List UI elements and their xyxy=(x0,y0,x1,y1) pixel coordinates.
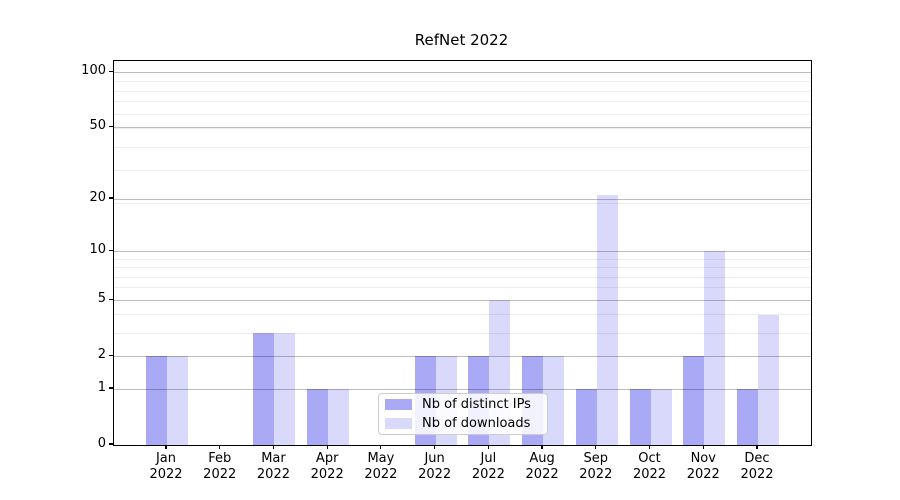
y-tick-label: 1 xyxy=(97,380,106,395)
y-tick-mark xyxy=(109,387,113,389)
x-tick-mark xyxy=(648,445,651,449)
x-tick-label: Jun 2022 xyxy=(418,451,452,482)
legend-entry-distinct-ips: Nb of distinct IPs xyxy=(385,397,542,413)
gridline-major xyxy=(114,198,811,200)
y-tick-mark xyxy=(109,70,113,72)
gridline-major xyxy=(114,388,811,390)
gridline-minor xyxy=(114,146,811,148)
x-tick-label: Jan 2022 xyxy=(149,451,183,482)
gridline-minor xyxy=(114,90,811,92)
gridline-minor xyxy=(114,101,811,103)
legend-entry-downloads: Nb of downloads xyxy=(385,416,542,432)
y-tick-mark xyxy=(109,298,113,300)
bar-distinct-ips xyxy=(146,356,167,445)
x-tick-mark xyxy=(272,445,275,449)
bar-distinct-ips xyxy=(629,389,651,445)
x-tick-label: Jul 2022 xyxy=(471,451,505,482)
y-tick-label: 0 xyxy=(97,436,106,451)
bar-downloads xyxy=(328,389,350,445)
gridline-minor xyxy=(114,287,811,289)
y-tick-mark xyxy=(109,249,113,251)
gridline-minor xyxy=(114,332,811,334)
x-tick-mark xyxy=(380,445,382,449)
x-tick-mark xyxy=(756,445,758,449)
legend-swatch-downloads xyxy=(385,418,412,429)
legend: Nb of distinct IPs Nb of downloads xyxy=(378,393,548,435)
y-tick-mark xyxy=(109,354,113,356)
x-tick-label: Dec 2022 xyxy=(740,451,774,482)
gridline-major xyxy=(114,250,811,252)
gridline-minor xyxy=(114,267,811,268)
x-tick-mark xyxy=(702,445,704,449)
gridline-major xyxy=(114,299,811,301)
gridline-major xyxy=(114,71,811,73)
bar-downloads xyxy=(650,389,672,445)
gridline-minor xyxy=(114,202,811,204)
chart-title: RefNet 2022 xyxy=(414,31,509,49)
gridline-major xyxy=(114,355,811,357)
bar-distinct-ips xyxy=(253,333,275,445)
bar-downloads xyxy=(167,356,188,445)
x-tick-label: May 2022 xyxy=(364,451,398,482)
x-tick-label: Sep 2022 xyxy=(579,451,613,482)
x-tick-mark xyxy=(541,445,543,449)
y-tick-mark xyxy=(109,125,113,127)
y-tick-label: 100 xyxy=(81,63,106,79)
x-tick-mark xyxy=(487,445,489,449)
bar-downloads xyxy=(596,195,618,445)
x-tick-label: Apr 2022 xyxy=(310,451,344,482)
bar-distinct-ips xyxy=(307,389,329,445)
x-tick-mark xyxy=(165,445,167,449)
y-tick-mark xyxy=(109,197,113,199)
gridline-minor xyxy=(114,258,811,260)
x-tick-mark xyxy=(434,445,436,449)
x-tick-mark xyxy=(326,445,328,449)
y-tick-label: 2 xyxy=(97,347,106,363)
plot-area: Nb of distinct IPs Nb of downloads xyxy=(113,60,812,446)
legend-label-distinct-ips: Nb of distinct IPs xyxy=(422,396,531,412)
x-tick-label: Nov 2022 xyxy=(686,451,720,482)
bar-distinct-ips xyxy=(736,389,758,445)
gridline-major xyxy=(114,126,811,128)
gridline-minor xyxy=(114,113,811,115)
x-tick-label: Aug 2022 xyxy=(525,451,559,482)
y-tick-mark xyxy=(109,443,113,445)
y-tick-label: 10 xyxy=(89,242,106,258)
bar-downloads xyxy=(757,315,779,445)
x-tick-mark xyxy=(595,445,597,449)
gridline-minor xyxy=(114,128,811,130)
legend-label-downloads: Nb of downloads xyxy=(422,415,531,431)
bar-downloads xyxy=(274,333,296,445)
bar-downloads xyxy=(704,251,726,445)
y-tick-label: 20 xyxy=(89,190,106,206)
gridline-minor xyxy=(114,81,811,82)
gridline-minor xyxy=(114,276,811,278)
bar-downloads xyxy=(543,356,565,445)
gridline-minor xyxy=(114,169,811,171)
y-tick-label: 50 xyxy=(89,118,106,134)
gridline-minor xyxy=(114,314,811,316)
legend-swatch-distinct-ips xyxy=(385,399,412,410)
bar-distinct-ips xyxy=(683,356,705,445)
bar-distinct-ips xyxy=(575,389,597,445)
x-tick-label: Mar 2022 xyxy=(256,451,290,482)
x-tick-mark xyxy=(219,445,221,449)
x-tick-label: Oct 2022 xyxy=(632,451,667,482)
y-tick-label: 5 xyxy=(97,291,106,307)
x-tick-label: Feb 2022 xyxy=(203,451,237,482)
